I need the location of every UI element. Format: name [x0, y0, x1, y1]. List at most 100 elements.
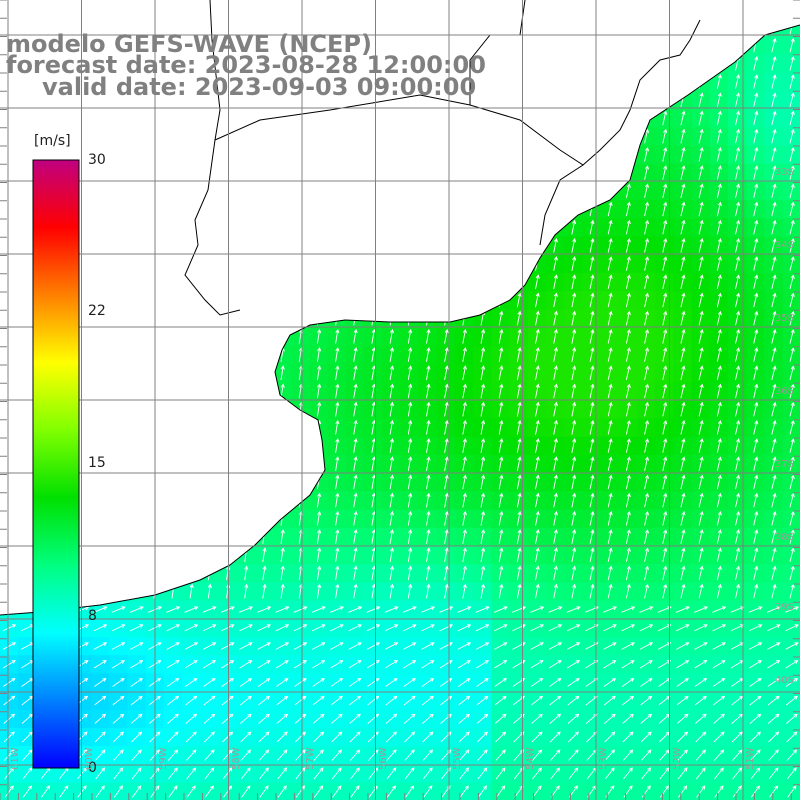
wind-arrow — [239, 677, 253, 687]
wind-arrow — [698, 128, 704, 144]
wind-arrow — [589, 510, 595, 526]
wind-arrow — [385, 677, 398, 687]
wind-arrow — [3, 731, 15, 743]
wind-arrow — [735, 292, 741, 308]
wind-arrow — [385, 695, 398, 706]
wind-arrow — [458, 695, 471, 706]
wind-arrow — [421, 677, 435, 687]
wind-arrow — [644, 529, 650, 544]
wind-arrow — [644, 219, 650, 235]
wind-arrow — [625, 565, 631, 581]
wind-arrow — [639, 606, 654, 613]
wind-arrow — [335, 565, 340, 581]
wind-arrow — [221, 642, 235, 650]
wind-arrow — [676, 695, 689, 706]
coastline-path — [0, 24, 800, 616]
wind-arrow — [698, 583, 704, 599]
wind-arrow — [166, 660, 180, 669]
wind-arrow — [640, 695, 653, 706]
wind-arrow — [94, 695, 107, 706]
wind-arrow — [480, 510, 486, 526]
wind-arrow — [203, 677, 216, 687]
wind-arrow — [789, 529, 795, 544]
wind-arrow — [732, 767, 743, 780]
wind-arrow — [239, 642, 253, 650]
wind-arrow — [275, 642, 290, 650]
wind-arrow — [385, 713, 398, 724]
wind-arrow — [716, 547, 722, 563]
wind-arrow — [313, 767, 324, 780]
wind-arrow — [167, 695, 180, 706]
wind-arrow — [735, 128, 741, 144]
wind-arrow — [694, 642, 708, 650]
wind-arrow — [498, 456, 504, 472]
wind-arrow — [130, 695, 143, 706]
wind-arrow — [789, 310, 795, 326]
wind-arrow — [753, 347, 759, 362]
wind-arrow — [607, 401, 613, 417]
wind-arrow — [662, 456, 668, 471]
wind-arrow — [332, 785, 342, 798]
wind-arrow — [753, 310, 759, 326]
wind-arrow — [389, 419, 395, 435]
wind-arrow — [786, 749, 798, 761]
wind-arrow — [771, 583, 777, 599]
wind-arrow — [480, 365, 486, 381]
wind-arrow — [498, 529, 504, 544]
wind-arrow — [516, 419, 522, 435]
wind-arrow — [496, 785, 506, 798]
wind-arrow — [335, 529, 340, 544]
wind-arrow — [625, 256, 631, 271]
wind-arrow — [93, 642, 108, 650]
colorbar-tick-30: 30 — [88, 152, 106, 168]
wind-arrow — [789, 55, 795, 71]
wind-arrow — [589, 383, 595, 399]
lon-label-61w: 61W — [10, 747, 21, 770]
wind-arrow — [568, 767, 579, 780]
wind-arrow — [621, 677, 635, 687]
wind-arrow — [607, 201, 613, 217]
wind-arrow — [694, 624, 708, 632]
wind-arrow — [335, 583, 340, 599]
wind-arrow — [676, 624, 690, 632]
wind-arrow — [716, 128, 722, 144]
wind-arrow — [129, 606, 144, 613]
wind-arrow — [221, 660, 235, 669]
wind-arrow — [786, 767, 797, 780]
wind-arrow — [680, 365, 686, 381]
wind-arrow — [535, 310, 540, 326]
wind-arrow — [553, 328, 558, 344]
wind-arrow — [625, 201, 631, 217]
wind-arrow — [535, 438, 540, 453]
wind-arrow — [607, 438, 613, 453]
wind-arrow — [240, 749, 252, 761]
wind-arrow — [753, 510, 759, 526]
wind-arrow — [735, 74, 741, 89]
wind-arrow — [426, 419, 431, 435]
wind-arrow — [676, 713, 689, 724]
wind-arrow — [589, 219, 595, 235]
wind-arrow — [716, 74, 722, 89]
wind-arrow — [531, 713, 543, 724]
land-mask — [0, 0, 800, 615]
wind-arrow — [640, 677, 653, 687]
wind-arrow — [607, 456, 613, 471]
wind-arrow — [204, 767, 215, 780]
wind-arrow — [662, 347, 668, 362]
wind-arrow — [353, 474, 358, 490]
wind-arrow — [787, 785, 797, 798]
wind-arrow — [603, 695, 616, 706]
wind-arrow — [771, 37, 777, 53]
wind-arrow — [753, 274, 759, 290]
wind-arrow — [644, 583, 650, 599]
wind-arrow — [771, 529, 777, 544]
wind-arrow — [735, 219, 741, 235]
wind-arrow — [625, 274, 631, 289]
wind-arrow — [293, 606, 308, 613]
wind-arrow — [694, 695, 707, 706]
wind-arrow — [130, 713, 143, 724]
wind-arrow — [113, 767, 124, 780]
wind-arrow — [571, 328, 577, 344]
wind-arrow — [203, 660, 217, 669]
wind-arrow — [589, 474, 595, 490]
